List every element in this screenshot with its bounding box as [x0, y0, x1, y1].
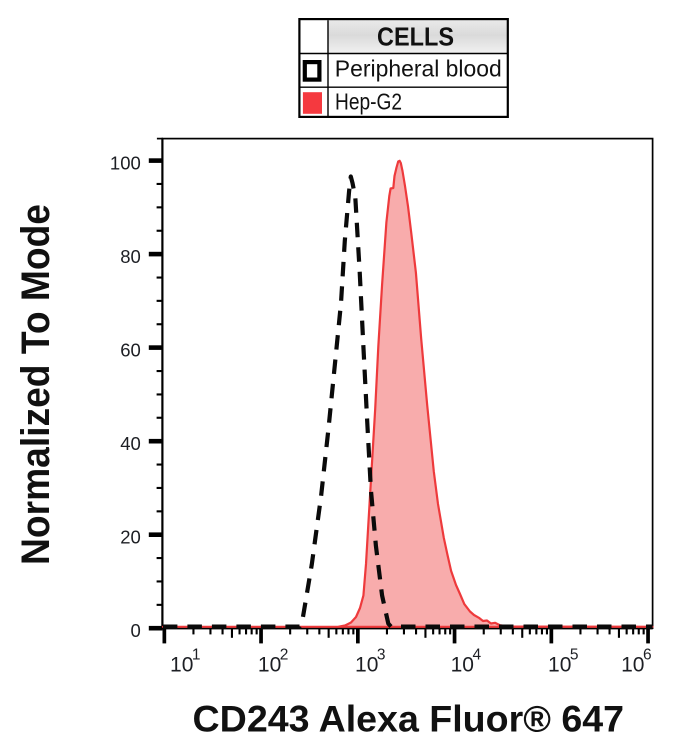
- svg-text:0: 0: [131, 620, 141, 641]
- svg-text:80: 80: [120, 246, 141, 267]
- svg-text:Hep-G2: Hep-G2: [335, 89, 402, 115]
- svg-text:5: 5: [570, 647, 579, 664]
- svg-text:Normalized To Mode: Normalized To Mode: [14, 204, 58, 565]
- svg-text:1: 1: [192, 647, 201, 664]
- svg-text:60: 60: [120, 340, 141, 361]
- svg-text:10: 10: [170, 654, 193, 677]
- svg-text:CELLS: CELLS: [377, 22, 454, 52]
- svg-text:6: 6: [643, 647, 652, 664]
- svg-text:Peripheral blood: Peripheral blood: [335, 56, 502, 82]
- svg-text:40: 40: [120, 433, 141, 454]
- svg-text:2: 2: [280, 647, 289, 664]
- svg-text:100: 100: [110, 153, 141, 174]
- svg-text:CD243 Alexa Fluor® 647: CD243 Alexa Fluor® 647: [193, 698, 625, 740]
- svg-text:3: 3: [377, 647, 386, 664]
- svg-text:10: 10: [258, 654, 281, 677]
- svg-text:4: 4: [472, 647, 481, 664]
- svg-text:10: 10: [355, 654, 378, 677]
- svg-text:10: 10: [451, 654, 474, 677]
- svg-text:10: 10: [548, 654, 571, 677]
- svg-text:20: 20: [120, 527, 141, 548]
- svg-text:10: 10: [621, 654, 644, 677]
